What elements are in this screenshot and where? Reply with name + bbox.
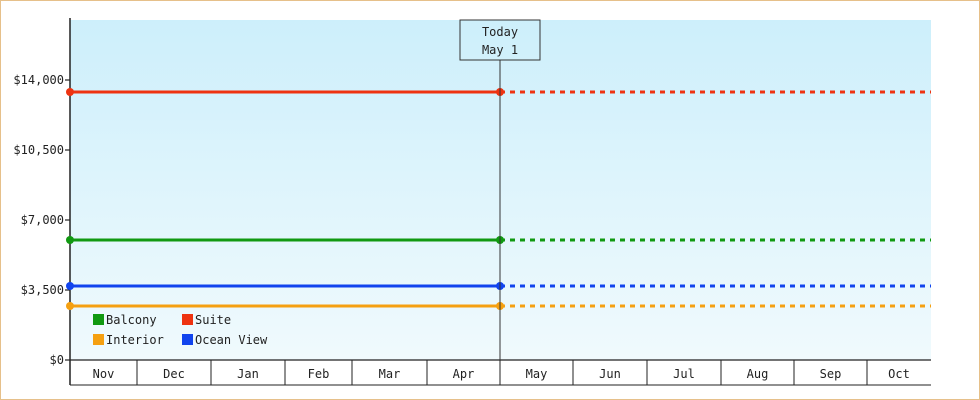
y-tick-label: $10,500: [13, 143, 64, 157]
legend-item-balcony: Balcony: [93, 313, 157, 327]
legend: Balcony Suite Interior Ocean View: [93, 313, 268, 347]
y-axis: $0 $3,500 $7,000 $10,500 $14,000: [13, 18, 71, 385]
month-label: Nov: [93, 367, 115, 381]
series-point: [66, 236, 74, 244]
today-marker: Today May 1: [459, 19, 541, 360]
series-balcony: [66, 236, 931, 244]
legend-item-interior: Interior: [93, 333, 164, 347]
x-axis: Nov Dec Jan Feb Mar Apr May Jun Jul Aug Sep Oct: [70, 359, 931, 386]
month-label: Jan: [237, 367, 259, 381]
series-point: [66, 302, 74, 310]
y-tick-label: $0: [50, 353, 64, 367]
legend-swatch: [93, 334, 104, 345]
y-tick-label: $14,000: [13, 73, 64, 87]
legend-swatch: [182, 314, 193, 325]
y-tick-label: $7,000: [21, 213, 64, 227]
today-date: May 1: [482, 43, 518, 57]
legend-item-ocean-view: Ocean View: [182, 333, 268, 347]
month-label: Apr: [453, 367, 475, 381]
month-label: Jul: [673, 367, 695, 381]
today-label-box: [459, 19, 541, 61]
legend-label: Balcony: [106, 313, 157, 327]
month-label: Feb: [308, 367, 330, 381]
month-label: Dec: [163, 367, 185, 381]
month-label: Oct: [888, 367, 910, 381]
legend-label: Ocean View: [195, 333, 268, 347]
series-point: [66, 282, 74, 290]
legend-label: Interior: [106, 333, 164, 347]
month-label: May: [526, 367, 548, 381]
series-interior: [66, 302, 931, 310]
legend-item-suite: Suite: [182, 313, 231, 327]
month-label: Mar: [379, 367, 401, 381]
month-label: Jun: [599, 367, 621, 381]
y-tick-label: $3,500: [21, 283, 64, 297]
month-label: Sep: [820, 367, 842, 381]
series-point: [66, 88, 74, 96]
today-label: Today: [482, 25, 518, 39]
month-label: Aug: [747, 367, 769, 381]
legend-swatch: [182, 334, 193, 345]
legend-swatch: [93, 314, 104, 325]
legend-label: Suite: [195, 313, 231, 327]
